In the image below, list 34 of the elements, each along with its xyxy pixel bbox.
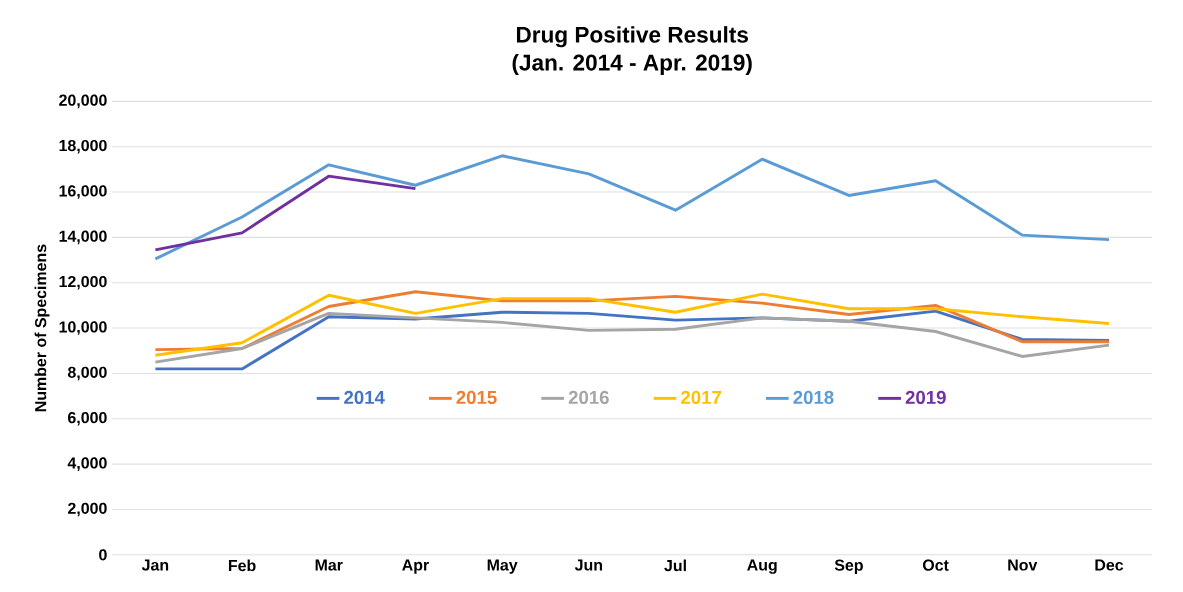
legend-label: 2018 bbox=[793, 390, 834, 404]
y-tick-label: 10,000 bbox=[59, 321, 107, 335]
y-tick-label: 6,000 bbox=[68, 411, 107, 426]
line-series bbox=[153, 154, 1111, 261]
y-axis-title: Number of Specimens bbox=[34, 244, 50, 412]
legend-label: 2014 bbox=[344, 390, 385, 404]
x-tick-label: Aug bbox=[747, 559, 777, 574]
x-tick-label: May bbox=[487, 559, 518, 574]
x-tick-label: Apr bbox=[402, 559, 429, 574]
legend-label: 2019 bbox=[905, 390, 946, 404]
y-tick-label: 8,000 bbox=[67, 366, 107, 381]
y-tick-label: 0 bbox=[99, 549, 107, 561]
x-tick-label: Mar bbox=[315, 559, 343, 571]
y-tick-label: 4,000 bbox=[67, 457, 107, 471]
x-tick-label: Nov bbox=[1008, 559, 1038, 571]
x-tick-label: Feb bbox=[228, 559, 256, 572]
x-tick-label: Sep bbox=[834, 559, 863, 574]
legend-label: 2016 bbox=[568, 390, 609, 404]
legend-label: 2017 bbox=[681, 390, 721, 404]
x-tick-label: Dec bbox=[1095, 559, 1124, 571]
y-tick-label: 20,000 bbox=[59, 94, 107, 109]
y-tick-label: 14,000 bbox=[59, 230, 107, 245]
y-tick-label: 18,000 bbox=[59, 139, 107, 154]
x-tick-label: Oct bbox=[922, 559, 949, 571]
legend-label: 2015 bbox=[456, 390, 497, 404]
line-series bbox=[153, 174, 417, 252]
x-tick-label: Jan bbox=[141, 559, 169, 571]
x-tick-label: Jun bbox=[574, 559, 603, 571]
y-tick-label: 12,000 bbox=[59, 275, 107, 290]
x-tick-label: Jul bbox=[664, 559, 686, 572]
chart-subtitle: (Jan. 2014 - Apr. 2019) bbox=[512, 53, 752, 76]
y-tick-label: 16,000 bbox=[59, 185, 107, 199]
y-tick-label: 2,000 bbox=[68, 502, 107, 517]
chart-title: Drug Positive Results bbox=[516, 26, 748, 48]
